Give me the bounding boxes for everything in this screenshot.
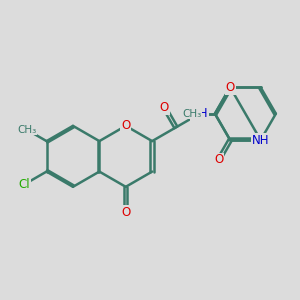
Text: O: O [160,101,169,114]
Text: CH₃: CH₃ [182,109,202,119]
Text: NH: NH [191,107,208,120]
Text: O: O [121,206,130,219]
Text: O: O [226,81,235,94]
Text: NH: NH [252,134,269,147]
Text: O: O [214,153,224,167]
Text: CH₃: CH₃ [17,125,36,135]
Text: O: O [121,119,130,132]
Text: Cl: Cl [18,178,30,191]
